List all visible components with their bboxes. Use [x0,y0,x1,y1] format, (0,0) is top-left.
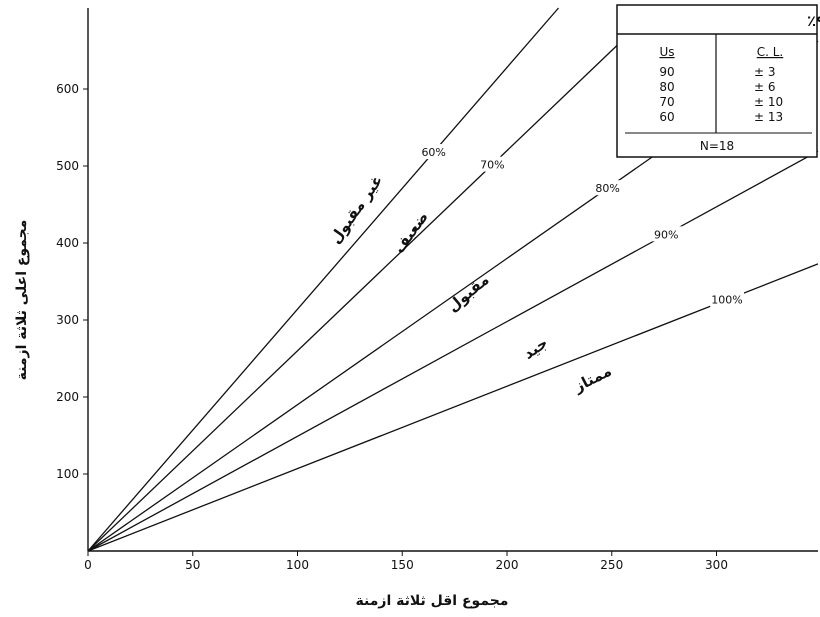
y-tick-label: 500 [56,159,79,173]
x-tick-label: 0 [84,558,92,572]
series-label-bg [649,226,684,242]
y-tick-label: 100 [56,467,79,481]
series-label: 70% [480,159,504,172]
table-title: حدود ثقة (C.L.) ٩٥٪ [807,12,820,30]
axes: 0 50 100 150 200 250 300 100 200 300 400 500 600 [56,8,818,572]
table-row-cl: ± 10 [754,95,783,109]
x-tick-label: 100 [286,558,309,572]
y-tick-label: 300 [56,313,79,327]
table-row-us: 80 [659,80,674,94]
series-label-bg [709,291,744,307]
table-row-us: 70 [659,95,674,109]
y-tick-label: 400 [56,236,79,250]
y-tick-label: 600 [56,82,79,96]
y-tick-label: 200 [56,390,79,404]
y-axis-title: مجموع اعلى ثلاثة ازمنة [14,220,30,381]
table-row-cl: ± 6 [754,80,776,94]
confidence-limits-table: حدود ثقة (C.L.) ٩٥٪ Us C. L. 90 ± 3 80 ±… [616,4,820,158]
table-row-us: 90 [659,65,674,79]
series-line [87,150,819,552]
table-row-cl: ± 3 [754,65,776,79]
series-line [87,263,819,552]
series-label-bg [475,156,510,172]
x-axis-title: مجموع اقل ثلاثة ازمنة [356,593,509,609]
x-tick-label: 300 [705,558,728,572]
series-line [87,7,559,552]
series-line [87,7,657,552]
zone-label: غير مقبول [326,172,386,247]
zone-label: جيد [520,334,551,363]
x-tick-label: 250 [600,558,623,572]
zone-label: مقبول [444,271,493,316]
table-footer: N=18 [700,139,734,153]
series-label: 100% [711,294,742,307]
table-row-us: 60 [659,110,674,124]
x-tick-label: 150 [391,558,414,572]
zone-labels: غير مقبول ضعيف مقبول جيد ممتاز [326,172,614,397]
series-label-bg [590,180,625,196]
series-label: 90% [654,228,678,241]
x-tick-label: 50 [185,558,200,572]
table-row-cl: ± 13 [754,110,783,124]
series-label-bg [416,144,451,160]
zone-label: ضعيف [390,208,432,257]
x-tick-label: 200 [496,558,519,572]
percentage-labels: 60% 70% 80% 90% 100% [416,144,744,307]
table-header-us: Us [659,45,674,59]
table-box [616,4,818,158]
zone-label: ممتاز [570,362,614,397]
series-label: 60% [421,146,445,159]
series-label: 80% [595,182,619,195]
table-header-cl: C. L. [757,45,784,59]
